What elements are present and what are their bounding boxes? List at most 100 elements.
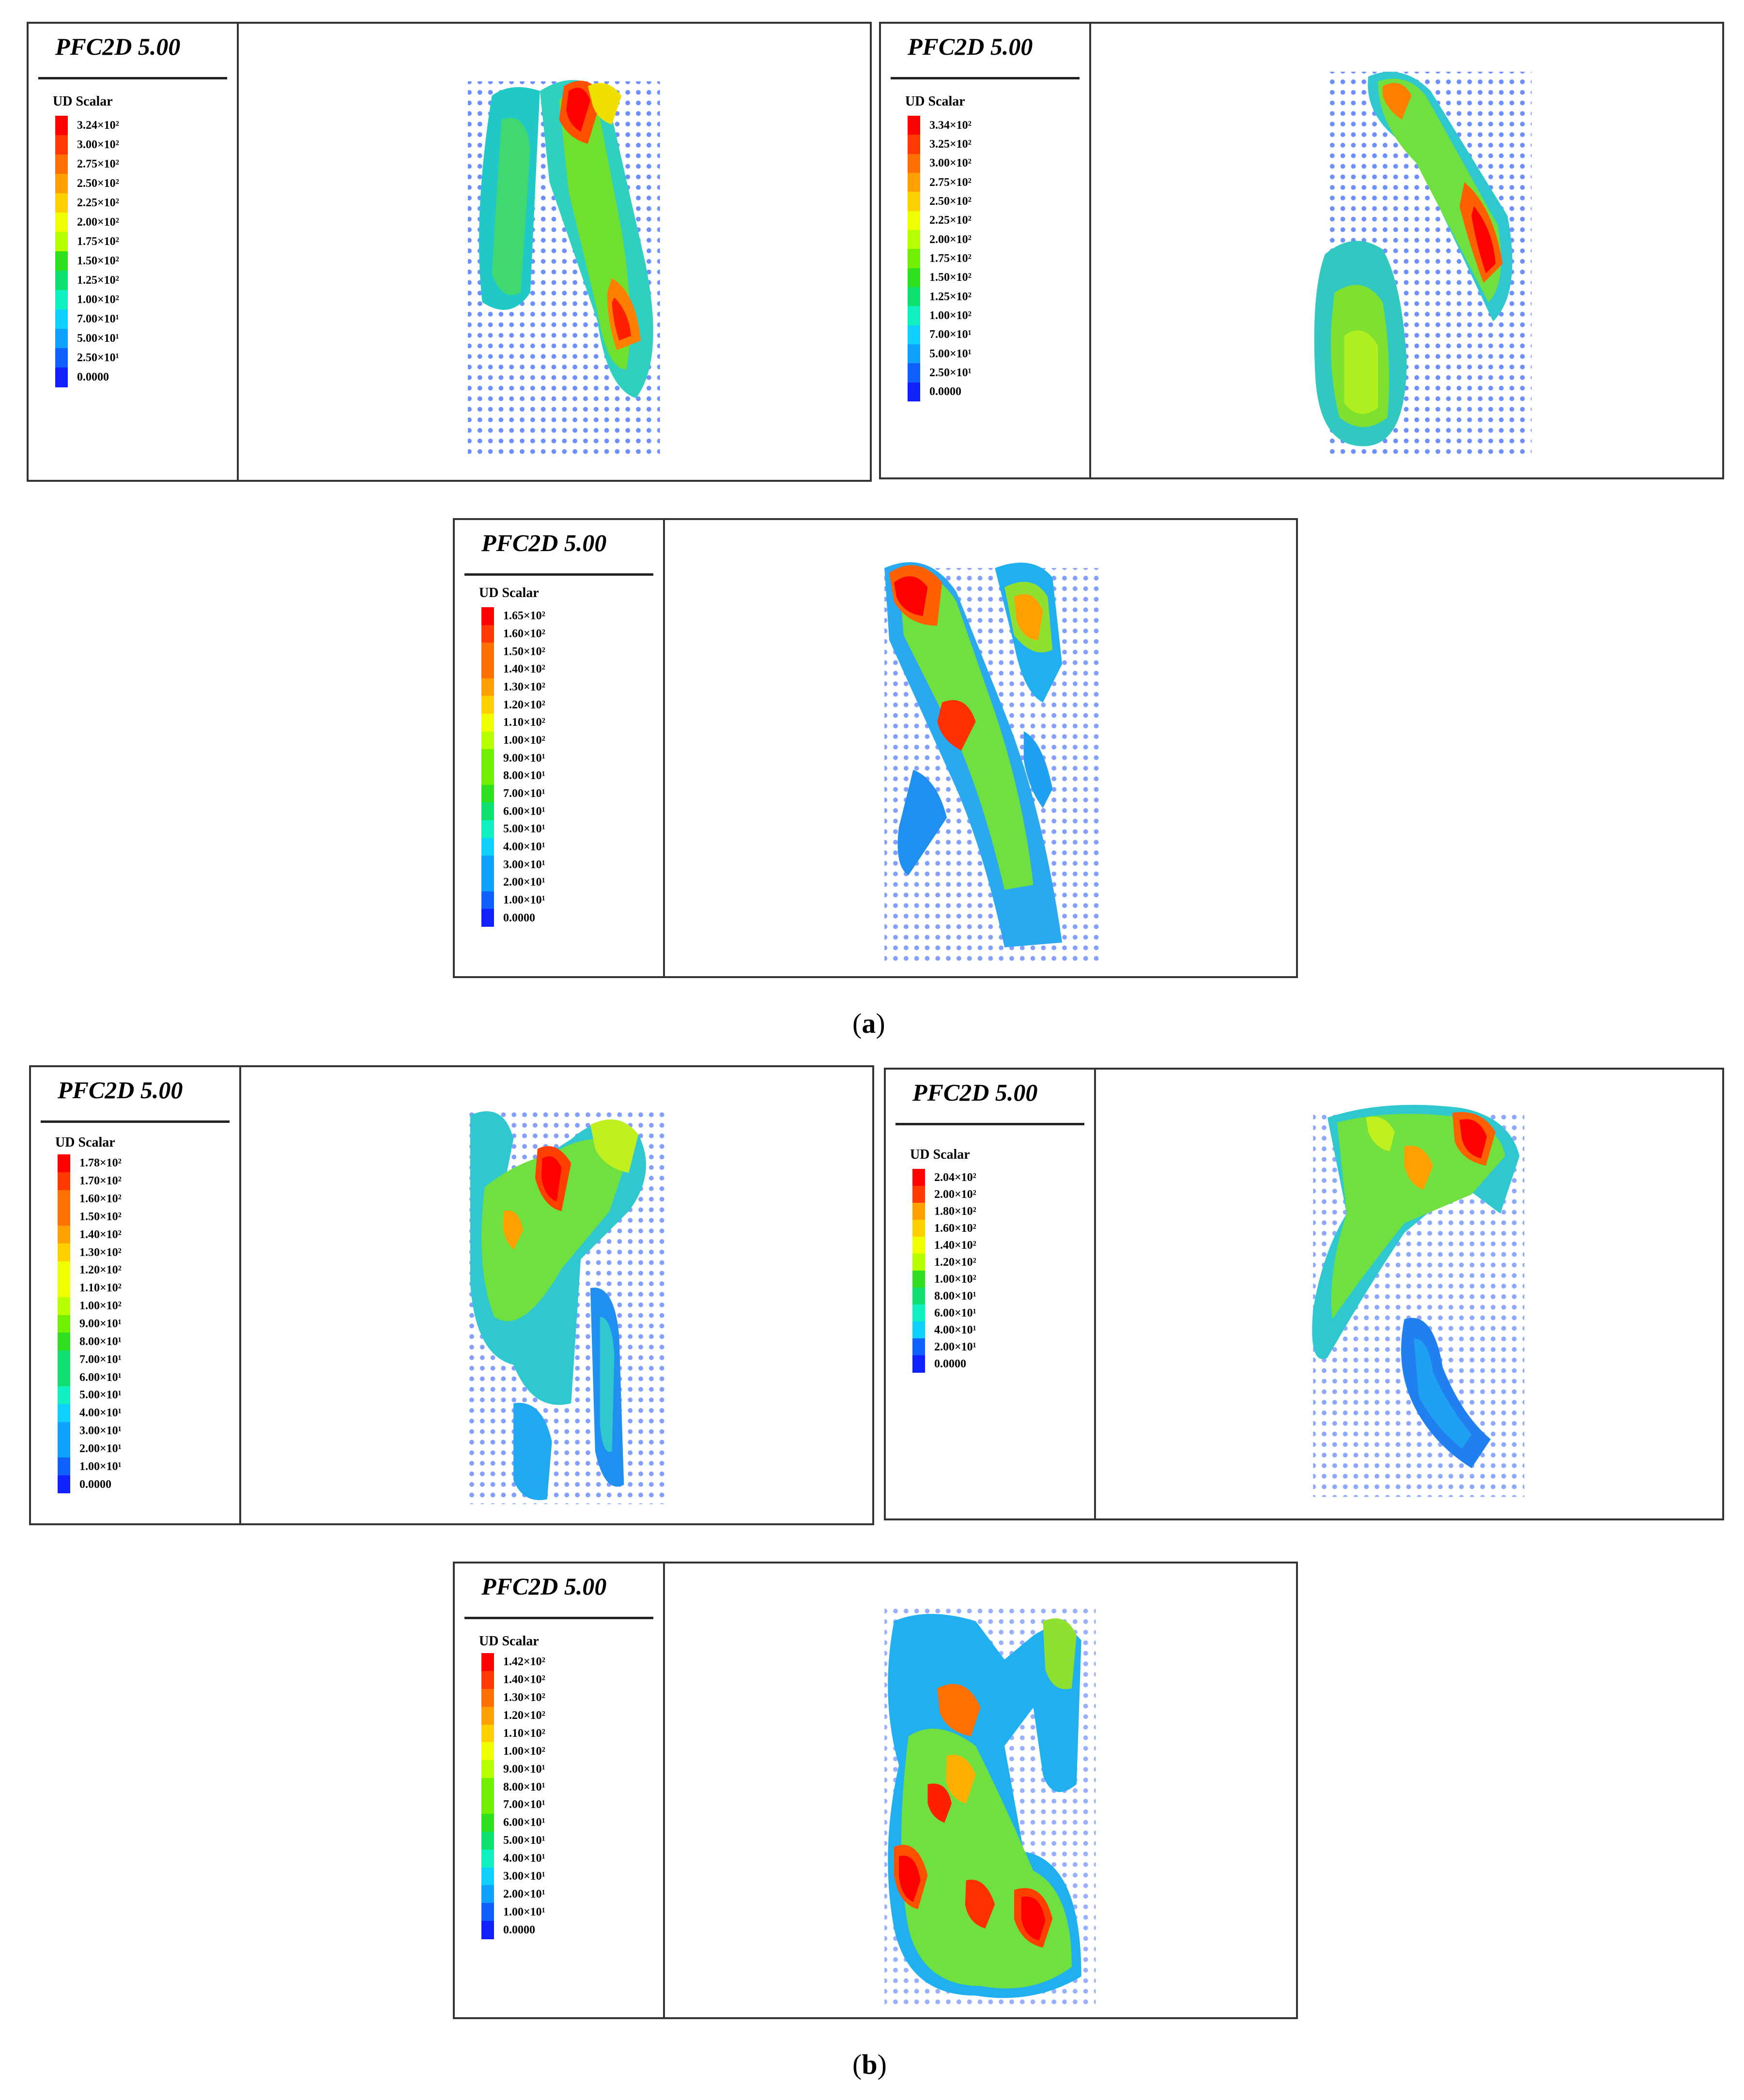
simulation-view[interactable] xyxy=(665,1564,1296,2017)
particle-plot xyxy=(884,562,1101,962)
color-scale-segment xyxy=(58,1172,70,1191)
simulation-view[interactable] xyxy=(665,520,1296,976)
legend-tick-label: 2.75×10² xyxy=(929,176,972,189)
legend-tick-label: 3.00×10¹ xyxy=(79,1425,122,1438)
app-title: PFC2D 5.00 xyxy=(55,33,181,60)
color-scale-segment xyxy=(58,1350,70,1369)
color-scale-segment xyxy=(481,909,494,927)
simulation-view[interactable] xyxy=(1096,1070,1722,1518)
legend-tick-label: 2.00×10¹ xyxy=(934,1340,976,1353)
viewport-panel-b2[interactable]: PFC2D 5.00 UD Scalar 2.04×10² 2.00×10² 1.8… xyxy=(884,1068,1724,1520)
color-scale-segment xyxy=(58,1243,70,1262)
color-scale-segment xyxy=(481,784,494,803)
legend-tick-label: 1.42×10² xyxy=(503,1655,545,1669)
legend-tick-label: 1.00×10¹ xyxy=(79,1460,122,1473)
legend-tick-label: 1.10×10² xyxy=(503,716,545,729)
simulation-view[interactable] xyxy=(1091,24,1722,477)
legend-tick-label: 6.00×10¹ xyxy=(503,1816,545,1829)
color-scale-bar xyxy=(481,607,494,927)
legend-tick-label: 2.04×10² xyxy=(934,1171,976,1184)
legend-tick-label: 9.00×10¹ xyxy=(79,1318,122,1330)
viewport-panel-a1[interactable]: PFC2D 5.00 UD Scalar 3.24×10² 3.00×10² 2.7… xyxy=(27,22,872,482)
legend-tick-label: 1.40×10² xyxy=(934,1239,976,1252)
legend-tick-label: 6.00×10¹ xyxy=(503,805,545,818)
color-scale-segment xyxy=(481,607,494,626)
color-scale-segment xyxy=(908,249,920,269)
title-divider xyxy=(464,1617,653,1619)
legend-tick-label: 3.00×10¹ xyxy=(503,858,545,871)
color-scale-segment xyxy=(58,1154,70,1173)
color-scale-segment xyxy=(481,1796,494,1814)
stress-band xyxy=(1314,72,1512,446)
stress-band xyxy=(479,80,653,399)
color-scale-segment xyxy=(58,1404,70,1423)
legend-tick-label: 1.20×10² xyxy=(79,1264,122,1277)
legend-tick-label: 7.00×10¹ xyxy=(503,1798,545,1811)
color-scale-segment xyxy=(58,1475,70,1494)
simulation-view[interactable] xyxy=(239,24,870,480)
color-scale-segment xyxy=(481,856,494,874)
color-scale-segment xyxy=(481,1849,494,1868)
color-scale-segment xyxy=(55,348,68,368)
color-scale-segment xyxy=(481,1653,494,1671)
color-scale-segment xyxy=(481,1831,494,1850)
legend-tick-label: 1.00×10² xyxy=(503,734,545,747)
app-title: PFC2D 5.00 xyxy=(58,1076,183,1104)
color-scale-segment xyxy=(55,213,68,232)
legend-title: UD Scalar xyxy=(910,1147,970,1162)
legend-tick-label: 1.30×10² xyxy=(503,681,545,693)
color-scale-segment xyxy=(481,625,494,643)
legend-tick-label: 1.25×10² xyxy=(77,274,119,287)
legend-tick-label: 0.0000 xyxy=(77,371,109,383)
title-divider xyxy=(891,77,1080,79)
legend-tick-label: 2.00×10² xyxy=(929,233,972,246)
color-scale-segment xyxy=(55,309,68,329)
color-scale-segment xyxy=(481,802,494,821)
color-scale-segment xyxy=(481,731,494,750)
legend-tick-label: 1.00×10¹ xyxy=(503,894,545,906)
simulation-view[interactable] xyxy=(241,1067,872,1523)
legend-tick-label: 3.24×10² xyxy=(77,119,119,132)
color-scale-segment xyxy=(481,1813,494,1832)
color-scale-bar xyxy=(912,1169,925,1373)
color-scale-segment xyxy=(58,1440,70,1458)
color-scale-segment xyxy=(58,1422,70,1440)
particle-plot xyxy=(884,1607,1096,2006)
color-scale-bar xyxy=(481,1653,494,1939)
viewport-panel-a3[interactable]: PFC2D 5.00 UD Scalar 1.65×10² 1.60×10² 1.5… xyxy=(453,518,1298,978)
legend-tick-label: 2.50×10² xyxy=(929,195,972,208)
particle-plot xyxy=(468,80,660,456)
color-scale-segment xyxy=(481,1760,494,1778)
legend-column: PFC2D 5.00 UD Scalar 3.34×10² 3.25×10² 3.0… xyxy=(881,24,1091,477)
legend-tick-label: 1.50×10² xyxy=(503,645,545,658)
color-scale-segment xyxy=(55,271,68,291)
color-scale-segment xyxy=(912,1271,925,1288)
legend-tick-label: 1.75×10² xyxy=(929,252,972,265)
color-scale-segment xyxy=(908,192,920,212)
color-scale-segment xyxy=(481,660,494,679)
legend-tick-label: 1.50×10² xyxy=(929,271,972,284)
legend-title: UD Scalar xyxy=(53,94,113,109)
stress-band xyxy=(884,562,1063,948)
title-divider xyxy=(464,573,653,576)
legend-tick-label: 2.50×10² xyxy=(77,177,119,190)
color-scale-segment xyxy=(481,714,494,732)
color-scale-segment xyxy=(908,230,920,249)
legend-tick-label: 1.75×10² xyxy=(77,235,119,248)
stress-band xyxy=(470,1111,646,1501)
color-scale-segment xyxy=(481,696,494,714)
viewport-panel-b3[interactable]: PFC2D 5.00 UD Scalar 1.42×10² 1.40×10² 1.3… xyxy=(453,1562,1298,2019)
title-divider xyxy=(895,1123,1084,1125)
legend-tick-label: 1.00×10² xyxy=(503,1745,545,1758)
color-scale-segment xyxy=(481,1778,494,1796)
legend-tick-label: 3.00×10² xyxy=(929,157,972,170)
viewport-panel-b1[interactable]: PFC2D 5.00 UD Scalar 1.78×10² 1.70×10² 1.6… xyxy=(29,1065,874,1525)
viewport-panel-a2[interactable]: PFC2D 5.00 UD Scalar 3.34×10² 3.25×10² 3.0… xyxy=(879,22,1724,479)
color-scale-segment xyxy=(481,1688,494,1707)
legend-tick-label: 2.00×10² xyxy=(934,1188,976,1201)
legend-tick-label: 3.00×10¹ xyxy=(503,1870,545,1883)
color-scale-segment xyxy=(912,1203,925,1220)
legend-tick-label: 1.25×10² xyxy=(929,290,972,303)
legend-tick-label: 8.00×10¹ xyxy=(503,769,545,782)
color-scale-segment xyxy=(481,1885,494,1903)
